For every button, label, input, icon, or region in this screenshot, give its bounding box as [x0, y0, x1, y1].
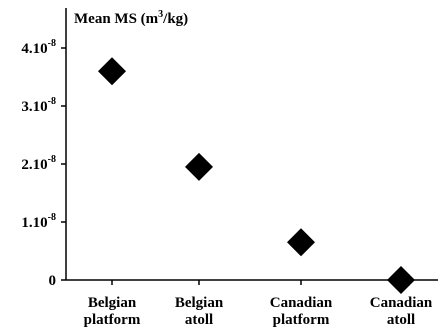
data-point-3 [387, 266, 415, 294]
y-tick-label: 1.10-8 [21, 212, 56, 231]
y-tick-label: 0 [49, 273, 57, 289]
data-point-2 [287, 228, 315, 257]
y-axis-title: Mean MS (m3/kg) [74, 9, 188, 27]
axes [65, 8, 438, 281]
y-ticks: 0 1.10-8 2.10-8 3.10-8 4.10-8 [21, 38, 66, 289]
y-axis-title-prefix: Mean MS (m [74, 11, 159, 27]
data-point-0 [98, 57, 126, 86]
y-tick-label: 4.10-8 [21, 38, 56, 57]
x-tick-label: Canadian platform [270, 295, 333, 328]
x-ticks: Belgian platform Belgian atoll Canadian platf… [84, 280, 433, 328]
y-tick-label: 3.10-8 [21, 96, 56, 115]
y-axis-title-exponent: 3 [158, 9, 163, 20]
x-tick-label: Belgian atoll [175, 295, 224, 328]
data-point-1 [185, 152, 213, 181]
data-points [98, 57, 415, 294]
y-axis-title-suffix: /kg) [162, 11, 188, 27]
x-tick-label: Canadian atoll [370, 295, 433, 328]
x-tick-label: Belgian platform [84, 295, 141, 328]
y-tick-label: 2.10-8 [21, 154, 56, 173]
